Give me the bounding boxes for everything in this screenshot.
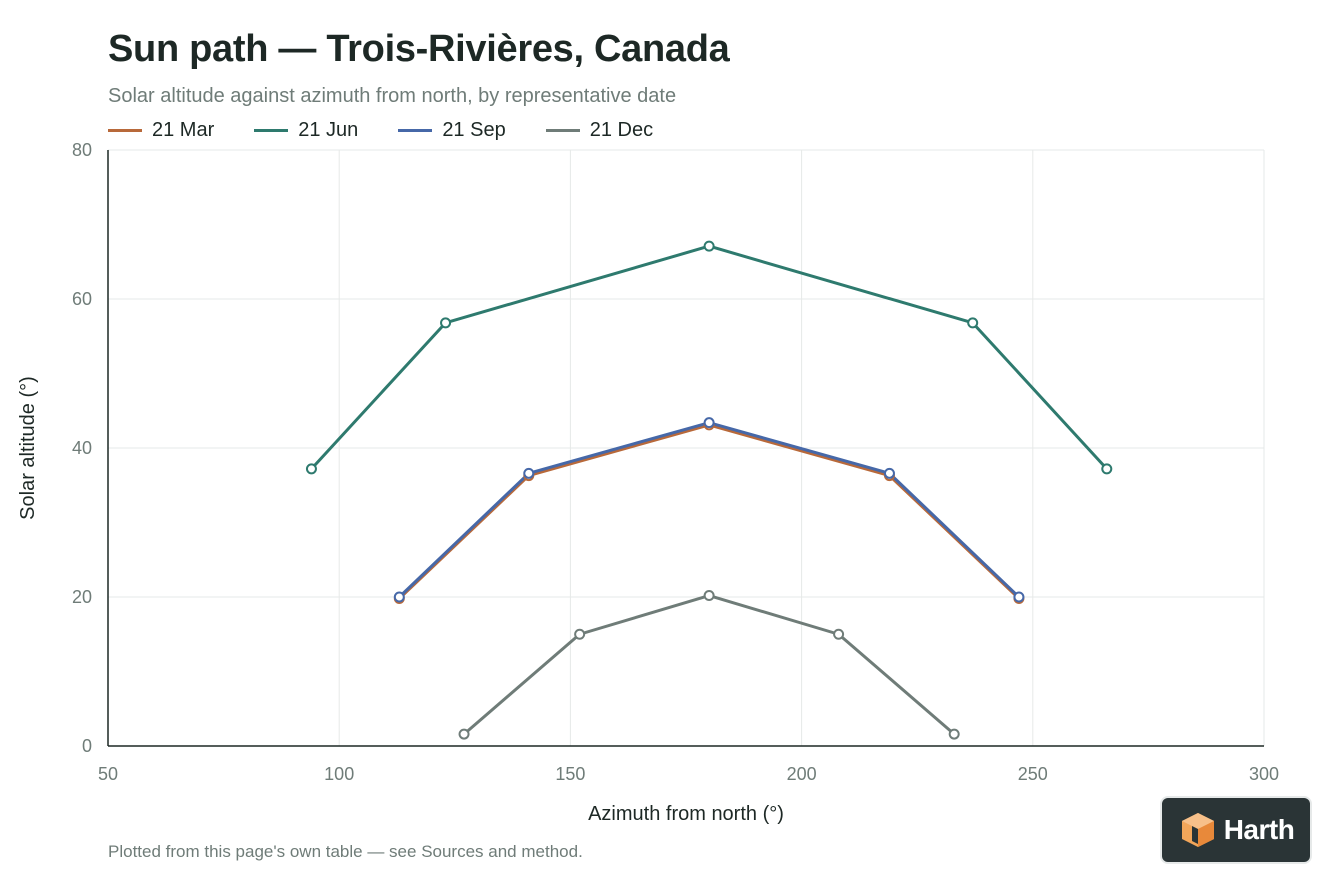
y-tick-label: 0 xyxy=(82,736,92,756)
data-point xyxy=(574,628,586,640)
brand-logo[interactable]: Harth xyxy=(1162,798,1310,862)
chart-title: Sun path — Trois-Rivières, Canada xyxy=(108,28,730,70)
data-point xyxy=(833,628,845,640)
x-tick-label: 200 xyxy=(787,764,817,784)
data-point xyxy=(458,728,470,740)
legend-label: 21 Jun xyxy=(298,119,359,141)
legend-item: 21 Sep xyxy=(398,119,506,142)
legend-label: 21 Dec xyxy=(589,119,654,141)
data-point xyxy=(967,317,979,329)
legend-item: 21 Dec xyxy=(545,119,654,142)
data-point xyxy=(305,463,317,475)
legend-swatch xyxy=(108,129,142,132)
data-point xyxy=(883,467,895,479)
y-tick-label: 80 xyxy=(72,140,92,160)
x-axis-label: Azimuth from north (°) xyxy=(588,803,784,825)
data-point xyxy=(703,417,715,429)
data-point xyxy=(1101,463,1113,475)
data-point xyxy=(523,467,535,479)
legend-item: 21 Jun xyxy=(254,119,358,142)
cube-icon xyxy=(1181,813,1214,847)
y-axis-label: Solar altitude (°) xyxy=(17,376,39,520)
legend-swatch xyxy=(254,129,289,132)
x-tick-label: 150 xyxy=(555,764,585,784)
data-point xyxy=(703,590,715,602)
legend-label: 21 Mar xyxy=(152,119,215,141)
chart-subtitle: Solar altitude against azimuth from nort… xyxy=(108,85,677,107)
chart-legend: 21 Mar 21 Jun 21 Sep 21 Dec xyxy=(108,119,693,142)
series-line xyxy=(462,594,956,736)
legend-swatch xyxy=(545,129,580,132)
y-tick-label: 60 xyxy=(72,289,92,309)
footnote: Plotted from this page's own table — see… xyxy=(108,842,583,861)
y-tick-label: 20 xyxy=(72,587,92,607)
data-point xyxy=(1013,591,1025,603)
legend-item: 21 Mar xyxy=(108,119,214,142)
x-tick-label: 50 xyxy=(98,764,118,784)
data-point xyxy=(948,728,960,740)
series-line xyxy=(309,244,1109,471)
x-tick-label: 100 xyxy=(324,764,354,784)
y-tick-label: 40 xyxy=(72,438,92,458)
brand-logo-text: Harth xyxy=(1223,814,1295,845)
data-point xyxy=(393,591,405,603)
data-point xyxy=(440,317,452,329)
data-point xyxy=(703,240,715,252)
series-line xyxy=(397,421,1021,599)
x-tick-label: 300 xyxy=(1249,764,1279,784)
legend-swatch xyxy=(398,129,433,132)
legend-label: 21 Sep xyxy=(442,119,506,141)
x-tick-label: 250 xyxy=(1018,764,1048,784)
series-line xyxy=(397,423,1021,600)
